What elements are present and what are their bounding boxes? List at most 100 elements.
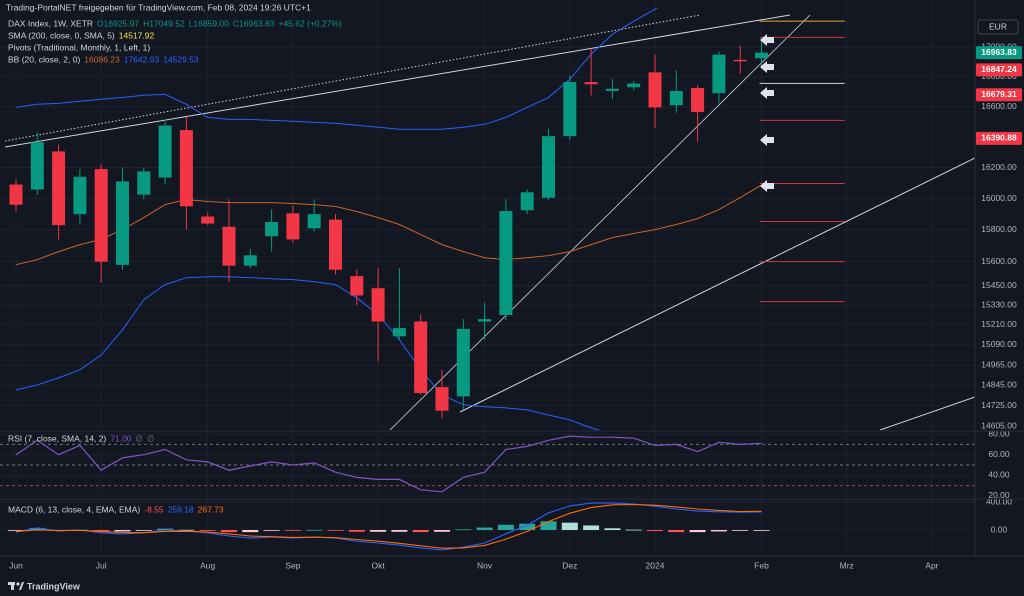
candle-body [648,72,662,108]
y-tick-label: 15330.00 [981,299,1017,309]
candle-body [520,192,534,211]
y-tick-label: 60.00 [988,449,1010,459]
histogram-bar [434,530,450,532]
histogram-bar [455,529,472,531]
candle-body [350,276,364,296]
candle-body [584,82,598,85]
x-tick-label: Apr [925,560,938,570]
histogram-bar [348,530,365,532]
candle-body [201,216,215,224]
histogram-bar [647,530,663,532]
y-tick-label: 80.00 [988,428,1010,438]
ohlc-value: +45.62 (+0.27%) [278,18,341,28]
histogram-bar [8,530,24,531]
currency[interactable]: EUR [989,21,1007,31]
candle-body [116,181,129,265]
price-label: 16390.88 [981,133,1017,143]
indicator-line [15,184,762,266]
x-tick-label: Feb [754,560,769,570]
logo-part [11,585,14,590]
brand: TradingView [27,581,81,591]
indicator-value: 71.00 [110,433,132,443]
candle-body [52,151,66,226]
candle-body [371,288,385,322]
indicator-value: 14517.92 [119,30,155,40]
histogram-bar [178,529,195,531]
separators [0,0,1024,557]
histogram-bar [540,521,557,531]
candle-body [499,211,513,316]
candle-body [286,213,300,240]
price-pane [4,8,975,430]
y-tick-label: 14965.00 [981,360,1017,370]
x-tick-label: 2024 [646,560,665,570]
indicator-value: 14529.53 [163,54,199,64]
histogram-bar [689,530,706,533]
price-axis: Jun Jul Aug Sep Okt Nov Dez 2024 Feb Mrz Apr 16963.… [9,46,1022,570]
candle-body [712,54,726,94]
candle-body [605,88,619,91]
candle-body [73,176,87,215]
candle-body [265,222,279,237]
candle-body [733,59,747,62]
candle-body [627,83,641,88]
indicator-name: Pivots (Traditional, Monthly, 1, Left, 1… [8,42,150,52]
indicator-name: BB (20, close, 2, 0) [8,54,80,64]
histogram-bar [391,530,408,532]
histogram-bar [199,530,216,531]
histogram-bar [114,530,131,532]
candle-body [222,226,236,266]
indicator-value: ∅ [147,433,154,443]
histogram-bar [753,530,770,531]
histogram-bar [242,530,259,533]
y-tick-label: 16200.00 [981,162,1017,172]
trendline [879,396,975,430]
candle-body [158,125,172,178]
price-label-box [976,131,1022,145]
histogram-bar [29,527,46,531]
candle-body [392,328,406,337]
price-label: 16847.24 [981,64,1017,74]
histogram-bar [327,530,344,531]
trendline [4,14,701,142]
rsi-pane [0,435,975,493]
indicator-value: 16086.23 [84,54,120,64]
histogram-bar [732,530,749,531]
x-tick-label: Okt [371,560,385,570]
histogram-bar [284,530,301,531]
histogram-bar [583,525,600,531]
y-tick-label: 0.00 [991,524,1008,534]
histogram-bar [710,530,727,532]
candle-body [755,52,768,59]
attribution: Trading-PortalNET freigegeben für Tradin… [6,2,311,12]
logo-part [19,582,24,590]
symbol: DAX Index, 1W, XETR [8,18,93,28]
macd-line [15,503,762,549]
ohlc-value: O16925.97 [97,18,139,28]
candle-body [9,184,23,205]
y-tick-label: 15800.00 [981,224,1017,234]
indicator-value: -8.55 [144,504,164,514]
indicator-value: 267.73 [198,504,224,514]
candle-body [329,219,342,270]
price-label: 16679.31 [981,89,1017,99]
trendline [4,14,791,148]
histogram-bar [476,527,493,531]
indicator-line [15,276,601,430]
histogram-bar [93,530,110,532]
y-tick-label: 15210.00 [981,319,1017,329]
x-tick-label: Aug [200,560,215,570]
histogram-bar [306,529,323,531]
arrow [760,134,774,146]
currency-box[interactable] [977,19,1019,35]
y-tick-label: 16600.00 [981,101,1017,111]
y-tick-label: 400.00 [986,496,1012,506]
trendline [459,157,975,413]
y-tick-label: 14725.00 [981,400,1017,410]
arrow [760,87,774,99]
indicator-line [15,8,658,130]
candle-body [542,136,555,198]
candle-body [179,130,193,207]
